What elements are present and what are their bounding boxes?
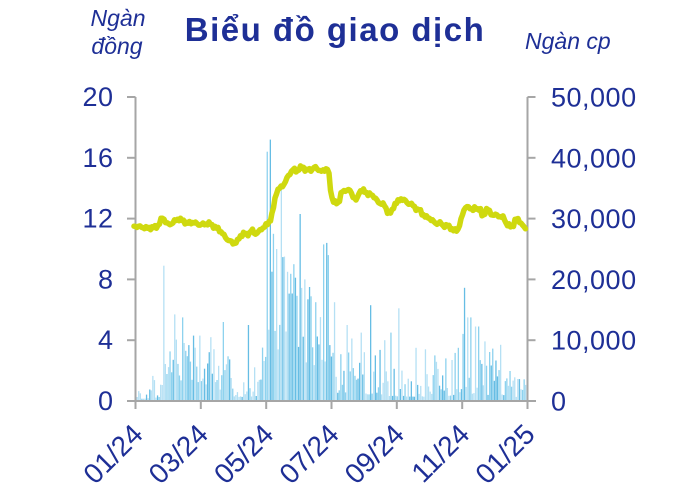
svg-text:0: 0 xyxy=(551,387,567,417)
svg-text:20: 20 xyxy=(82,82,113,112)
svg-text:Ngàn cp: Ngàn cp xyxy=(525,28,611,54)
svg-text:10,000: 10,000 xyxy=(551,326,637,356)
svg-text:Biểu đồ giao dịch: Biểu đồ giao dịch xyxy=(185,11,486,48)
svg-text:50,000: 50,000 xyxy=(551,83,637,113)
svg-text:40,000: 40,000 xyxy=(551,143,637,173)
svg-text:30,000: 30,000 xyxy=(551,204,637,234)
svg-text:Ngàn: Ngàn xyxy=(91,5,146,31)
svg-text:16: 16 xyxy=(82,143,113,173)
svg-text:đồng: đồng xyxy=(91,33,142,59)
svg-text:8: 8 xyxy=(98,264,114,294)
svg-text:12: 12 xyxy=(82,204,113,234)
svg-text:4: 4 xyxy=(98,325,114,355)
svg-text:0: 0 xyxy=(98,386,114,416)
svg-text:20,000: 20,000 xyxy=(551,265,637,295)
